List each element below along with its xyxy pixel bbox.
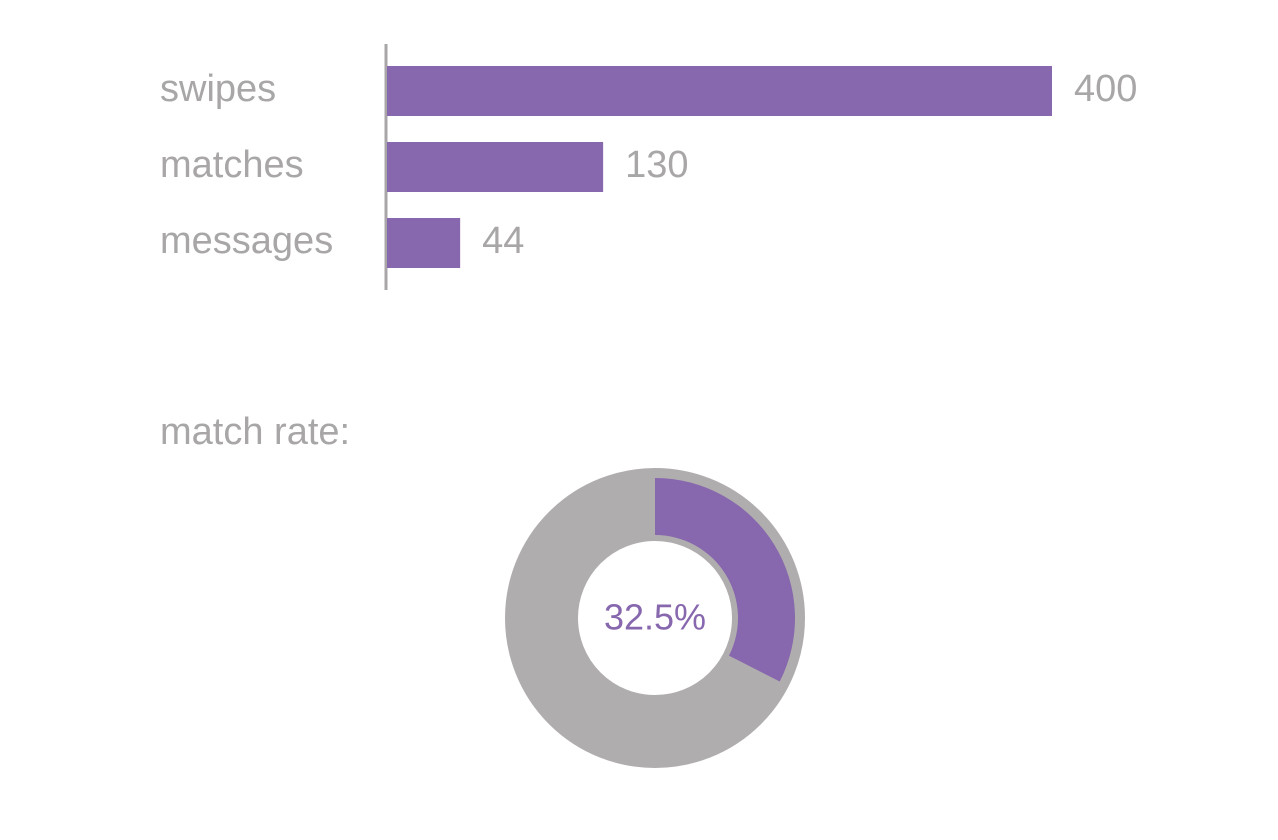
donut-slice bbox=[655, 478, 795, 682]
bar bbox=[387, 218, 461, 268]
bar bbox=[387, 142, 604, 192]
donut-center-label: 32.5% bbox=[604, 597, 706, 638]
value-label: 130 bbox=[625, 144, 688, 186]
bar bbox=[387, 66, 1052, 116]
donut-title: match rate: bbox=[160, 411, 350, 453]
category-label: swipes bbox=[160, 68, 276, 110]
value-label: 400 bbox=[1074, 68, 1137, 110]
category-label: messages bbox=[160, 220, 333, 262]
category-label: matches bbox=[160, 144, 304, 186]
value-label: 44 bbox=[482, 220, 524, 262]
